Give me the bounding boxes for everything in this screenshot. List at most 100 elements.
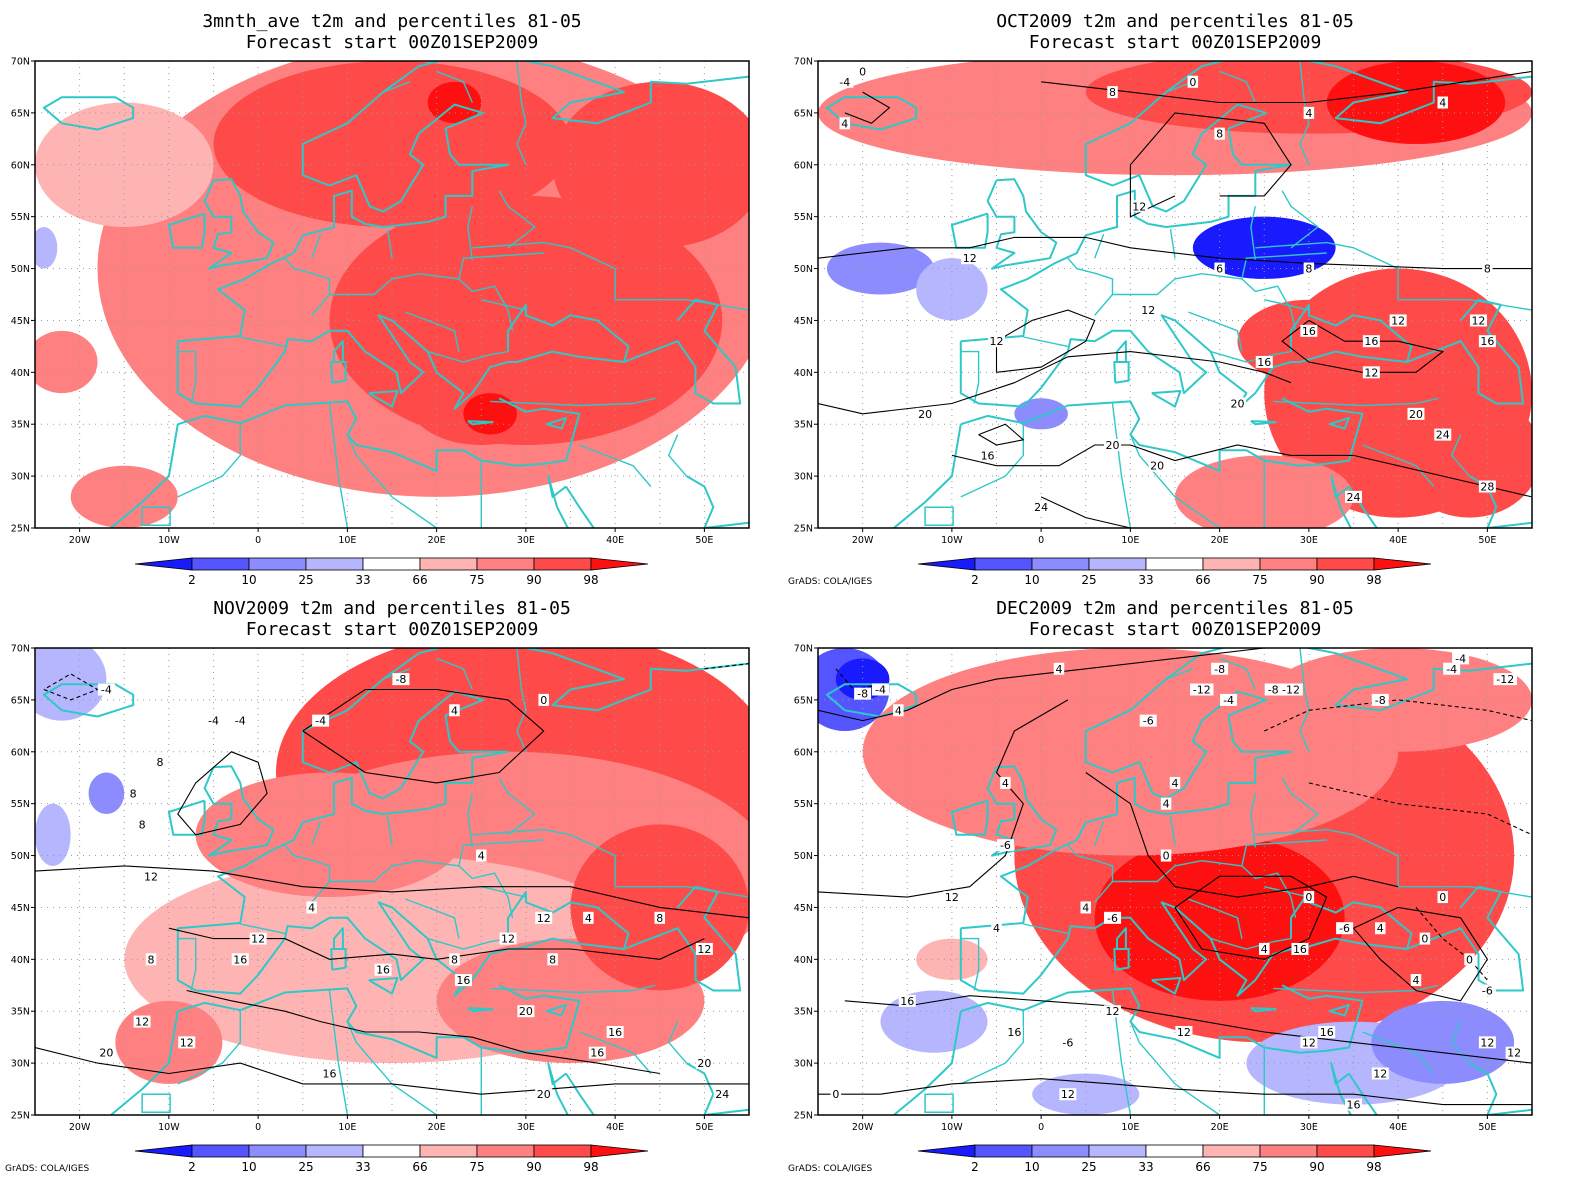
map-frame — [34, 647, 750, 1116]
lat-tick-label: 40N — [794, 955, 813, 966]
svg-text:16: 16 — [1480, 335, 1494, 348]
colorbar-segment — [1259, 1144, 1318, 1158]
contour-label: -12 — [1279, 683, 1303, 697]
contour-label: 24 — [1434, 428, 1452, 442]
lon-tick-label: 10W — [941, 535, 963, 546]
contour-label: 16 — [1362, 335, 1380, 348]
svg-text:4: 4 — [585, 912, 592, 925]
svg-text:20: 20 — [1409, 408, 1423, 421]
shading-region — [880, 990, 988, 1053]
svg-text:20: 20 — [519, 1005, 533, 1018]
contour-label: 8 — [654, 911, 665, 925]
colorbar-label: 2 — [188, 1160, 196, 1174]
panel-subtitle: Forecast start 00Z01SEP2009 — [246, 619, 539, 640]
colorbar-label: 10 — [1024, 1160, 1039, 1174]
lat-tick-label: 50N — [11, 851, 30, 862]
lat-tick-label: 35N — [794, 420, 813, 431]
colorbar-label: 25 — [1081, 573, 1096, 587]
svg-text:16: 16 — [981, 449, 995, 462]
lat-tick-label: 50N — [794, 264, 813, 275]
lat-tick-label: 30N — [11, 472, 30, 483]
lon-tick-label: 10E — [338, 535, 356, 546]
shading-region — [1326, 361, 1506, 487]
svg-text:4: 4 — [451, 704, 458, 717]
contour-label: 4 — [449, 704, 460, 717]
lat-tick-label: 40N — [11, 955, 30, 966]
contour-label: 8 — [1214, 128, 1225, 141]
lat-tick-label: 50N — [794, 851, 813, 862]
contour-label: -4 — [1452, 652, 1470, 665]
lon-tick-label: 40E — [1389, 535, 1407, 546]
contour-label: 8 — [127, 787, 139, 800]
lon-tick-label: 10E — [338, 1122, 356, 1133]
contour-label: 0 — [857, 65, 868, 78]
lon-tick-label: 20E — [428, 1122, 446, 1133]
colorbar-segment — [305, 557, 364, 571]
svg-text:-12: -12 — [1193, 684, 1211, 697]
svg-text:8: 8 — [1109, 86, 1116, 99]
shading-region — [1264, 648, 1532, 752]
shading-region — [70, 465, 178, 528]
shading-region — [35, 803, 71, 866]
svg-text:12: 12 — [1106, 1005, 1120, 1018]
contour-label: -6 — [1336, 922, 1354, 935]
svg-text:4: 4 — [1377, 922, 1384, 935]
colorbar-label: 33 — [355, 573, 370, 587]
colorbar-label: 98 — [583, 573, 598, 587]
contour-label: 16 — [231, 953, 249, 966]
colorbar: 2 10 25 33 66 75 90 98 — [134, 1144, 649, 1174]
contour-label: 8 — [154, 756, 166, 769]
contour-label: 12 — [943, 891, 961, 904]
shading-region — [916, 938, 988, 981]
lat-tick-label: 65N — [794, 108, 813, 119]
contour-label: 12 — [535, 911, 553, 925]
colorbar-label: 2 — [971, 1160, 979, 1174]
map-panel-p3: NOV2009 t2m and percentiles 81-05Forecas… — [5, 598, 750, 1174]
contour-label: 4 — [1169, 776, 1181, 790]
svg-text:-4: -4 — [1223, 694, 1234, 707]
contour-label: 16 — [1291, 942, 1309, 956]
colorbar-arrow-high — [590, 557, 649, 571]
svg-text:12: 12 — [1177, 1026, 1191, 1039]
colorbar-label: 33 — [1138, 1160, 1153, 1174]
lat-tick-label: 35N — [11, 420, 30, 431]
svg-text:4: 4 — [1261, 943, 1268, 956]
shading-region — [35, 330, 98, 394]
lat-tick-label: 70N — [11, 644, 30, 655]
contour-label: 16 — [1300, 324, 1318, 338]
contour-label: 4 — [1080, 901, 1091, 914]
lon-tick-label: 0 — [255, 535, 261, 546]
colorbar-segment — [248, 1144, 307, 1158]
colorbar-segment — [974, 1144, 1033, 1158]
svg-text:12: 12 — [990, 335, 1004, 348]
contour-label: 24 — [1345, 490, 1362, 504]
svg-text:8: 8 — [656, 912, 663, 925]
contour-label: -4 — [836, 75, 854, 89]
contour-label: 12 — [178, 1036, 196, 1049]
svg-text:12: 12 — [537, 912, 551, 925]
svg-text:12: 12 — [1471, 314, 1485, 327]
svg-text:16: 16 — [1257, 356, 1271, 369]
contour-label: 16 — [588, 1046, 606, 1060]
contour-label: 20 — [1228, 397, 1246, 410]
contour-label: 12 — [988, 335, 1005, 348]
shading-region — [552, 81, 749, 248]
shading-region — [115, 1000, 223, 1084]
colorbar-label: 25 — [298, 573, 313, 587]
contour-label: 12 — [1478, 1036, 1496, 1049]
panel-title: DEC2009 t2m and percentiles 81-05 — [996, 598, 1354, 619]
shading-region — [195, 772, 464, 898]
contour-label: 8 — [547, 953, 558, 966]
contour-label: 16 — [1255, 355, 1273, 369]
contour-label: 16 — [1005, 1025, 1023, 1039]
svg-text:-4: -4 — [1446, 663, 1457, 676]
svg-text:-8: -8 — [395, 673, 406, 686]
svg-text:16: 16 — [456, 974, 470, 987]
contour-label: 0 — [1187, 75, 1199, 89]
colorbar-label: 33 — [355, 1160, 370, 1174]
contour-label: -4 — [1443, 662, 1461, 676]
svg-text:6: 6 — [1216, 263, 1223, 276]
contour-label: 12 — [1371, 1067, 1389, 1080]
svg-text:20: 20 — [537, 1088, 551, 1101]
